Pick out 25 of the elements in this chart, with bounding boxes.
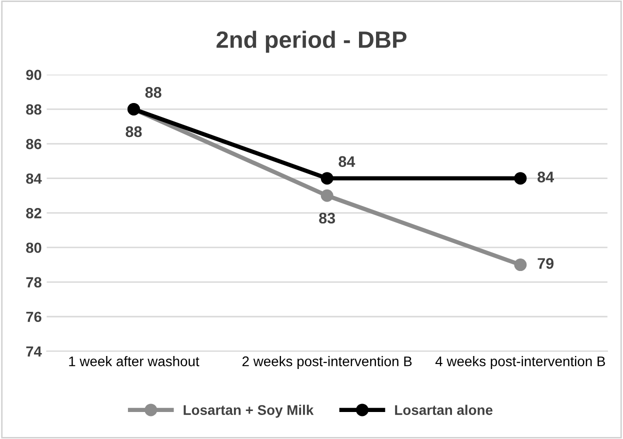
data-label: 84 [338,156,356,167]
chart-title: 2nd period - DBP [216,30,406,53]
y-tick-label: 88 [26,104,42,115]
data-label: 88 [126,126,142,138]
x-tick-label: 4 weeks post-intervention B [435,356,605,370]
legend-label: Losartan + Soy Milk [184,404,314,418]
point [514,258,527,272]
y-tick-label: 86 [26,138,42,150]
y-tick-label: 84 [26,173,42,184]
x-tick-label: 1 week after washout [69,356,200,366]
data-label: 83 [319,212,336,224]
y-tick-label: 90 [26,70,42,80]
data-label: 84 [538,172,554,182]
point [320,189,334,202]
data-label: 79 [538,258,554,269]
point [320,172,334,185]
point [514,172,527,185]
legend-label: Losartan alone [395,404,492,415]
y-tick-label: 76 [26,312,42,322]
y-tick-label: 80 [26,242,42,253]
y-tick-label: 78 [26,277,42,288]
x-tick-label: 2 weeks post-intervention B [242,356,412,370]
y-tick-label: 74 [26,346,42,356]
data-label: 88 [145,87,162,98]
y-tick-label: 82 [26,208,42,218]
